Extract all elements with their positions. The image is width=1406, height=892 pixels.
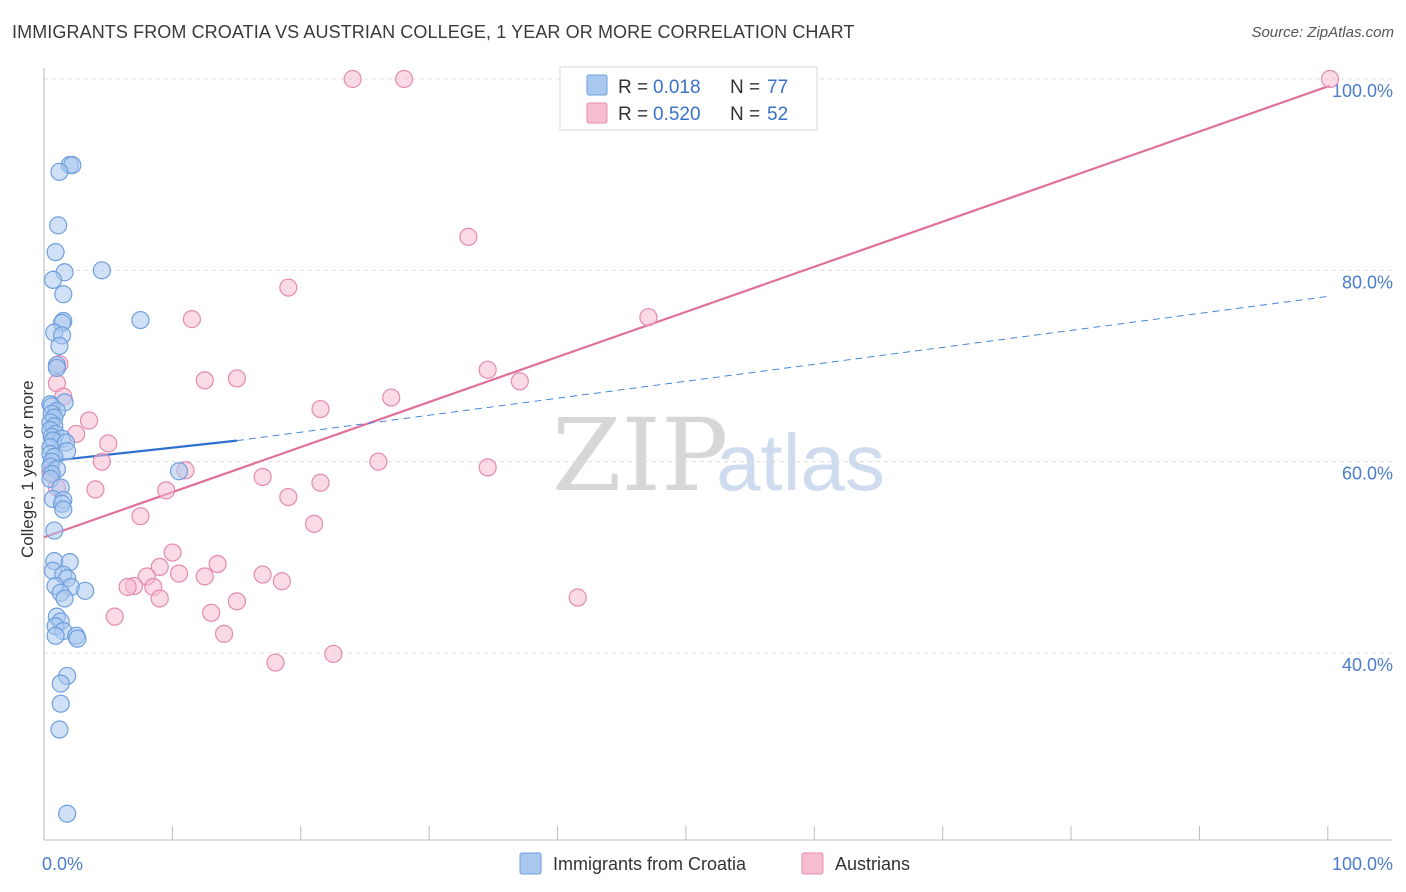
gridlines: [44, 78, 1392, 654]
austrians-point: [227, 592, 246, 611]
austrians-point: [195, 371, 214, 390]
legend-swatch-austrians: [586, 102, 608, 124]
austrians-point: [478, 458, 497, 477]
croatia-point: [58, 804, 77, 823]
austrians-point: [382, 388, 401, 407]
austrians-point: [86, 480, 105, 499]
austrians-point: [99, 434, 118, 453]
croatia-point: [68, 629, 87, 648]
stats-legend: R = 0.018 N = 77 R = 0.520 N = 52: [559, 66, 818, 131]
austrians-point: [343, 69, 362, 89]
croatia-trend-line: [43, 439, 238, 463]
austrians-point: [394, 69, 414, 89]
legend-r-label-2: R =: [618, 104, 648, 125]
watermark: ZIP atlas: [552, 397, 885, 514]
croatia-point: [54, 500, 73, 519]
austrians-point: [79, 411, 99, 430]
austrians-point: [478, 360, 497, 379]
source-credit: Source: ZipAtlas.com: [1251, 24, 1394, 41]
chart-title: IMMIGRANTS FROM CROATIA VS AUSTRIAN COLL…: [12, 22, 855, 42]
austrians-point: [253, 565, 272, 584]
croatia-point: [47, 358, 66, 378]
legend-r-value-1: 0.018: [653, 77, 701, 98]
austrians-point: [311, 399, 330, 419]
austrians-point: [510, 372, 529, 391]
series-legend: Immigrants from Croatia Austrians: [519, 852, 910, 875]
legend-r-label-1: R =: [618, 77, 648, 98]
austrians-point: [459, 227, 478, 246]
croatia-point: [46, 626, 65, 645]
legend-n-value-1: 77: [767, 77, 788, 98]
austrians-point: [182, 310, 201, 329]
austrians-point: [214, 624, 234, 643]
croatia-trend-line-extrapolated: [236, 295, 1331, 442]
trend-lines: [43, 84, 1331, 539]
croatia-point: [50, 162, 69, 181]
y-tick-label-60: 60.0%: [1342, 464, 1393, 484]
croatia-points: [41, 156, 189, 823]
austrians-point: [202, 603, 221, 622]
austrians-point: [639, 308, 658, 327]
austrians-point: [369, 452, 388, 471]
austrians-point: [568, 588, 587, 607]
y-axis-label: College, 1 year or more: [18, 380, 37, 558]
austrians-point: [1320, 69, 1340, 89]
austrians-point: [253, 467, 272, 487]
austrians-trend-line: [43, 84, 1331, 539]
croatia-point: [54, 285, 73, 304]
austrians-point: [279, 487, 298, 507]
austrians-point: [227, 369, 246, 388]
croatia-point: [55, 589, 74, 608]
austrians-point: [131, 507, 150, 526]
croatia-point: [51, 694, 70, 713]
croatia-point: [45, 521, 64, 540]
austrians-point: [304, 514, 324, 533]
austrians-point: [279, 278, 298, 297]
croatia-point: [169, 462, 189, 481]
austrians-point: [311, 473, 330, 492]
austrians-point: [324, 644, 343, 664]
austrians-point: [208, 554, 227, 574]
austrians-point: [92, 452, 111, 471]
legend-n-label-1: N =: [730, 77, 760, 98]
x-tick-label-min: 0.0%: [42, 854, 83, 874]
legend-r-value-2: 0.520: [653, 104, 701, 125]
austrians-point: [266, 653, 285, 672]
series-legend-swatch-croatia: [519, 852, 542, 875]
series-legend-label-austrians: Austrians: [835, 854, 910, 874]
austrians-point: [150, 557, 169, 577]
austrians-point: [169, 564, 189, 583]
y-tick-label-80: 80.0%: [1342, 272, 1393, 292]
austrians-point: [163, 543, 182, 562]
austrians-point: [157, 481, 176, 500]
austrians-point: [118, 577, 137, 597]
x-tick-label-max: 100.0%: [1332, 854, 1393, 874]
austrians-point: [150, 589, 169, 608]
legend-n-label-2: N =: [730, 104, 760, 125]
austrians-point: [195, 567, 214, 586]
legend-swatch-croatia: [586, 74, 608, 96]
croatia-point: [50, 336, 69, 356]
watermark-zip: ZIP: [552, 397, 728, 514]
austrians-points: [41, 69, 1340, 672]
croatia-point: [51, 674, 70, 693]
croatia-point: [92, 261, 111, 280]
series-legend-label-croatia: Immigrants from Croatia: [553, 854, 747, 874]
croatia-point: [43, 270, 63, 289]
croatia-point: [49, 216, 68, 235]
y-tick-label-40: 40.0%: [1342, 655, 1393, 675]
croatia-point: [50, 720, 69, 739]
watermark-atlas: atlas: [716, 418, 885, 507]
austrians-point: [105, 607, 124, 626]
y-tick-labels: 40.0% 60.0% 80.0% 100.0%: [1332, 81, 1393, 675]
series-legend-swatch-austrians: [801, 852, 824, 875]
legend-n-value-2: 52: [767, 104, 788, 125]
y-tick-label-100: 100.0%: [1332, 81, 1393, 101]
croatia-point: [46, 243, 65, 262]
croatia-point: [76, 581, 95, 600]
austrians-point: [272, 572, 292, 591]
croatia-point: [131, 310, 150, 330]
